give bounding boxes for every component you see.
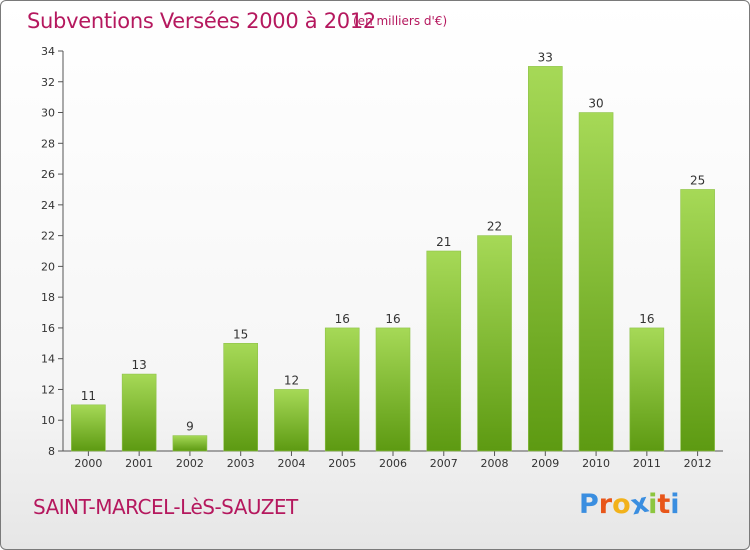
bar-2011	[629, 327, 665, 452]
y-tick-label: 18	[41, 291, 55, 304]
logo-letter: i	[670, 489, 680, 520]
data-label-2002: 9	[186, 420, 194, 434]
y-tick-label: 16	[41, 322, 55, 335]
data-label-2001: 13	[132, 358, 147, 372]
x-tick-label-2003: 2003	[227, 457, 255, 470]
data-label-2009: 33	[538, 50, 553, 64]
y-tick-label: 14	[41, 353, 55, 366]
bar-2012	[680, 189, 715, 452]
x-tick-label-2011: 2011	[633, 457, 661, 470]
y-tick-label: 24	[41, 199, 55, 212]
x-tick-label-2007: 2007	[430, 457, 458, 470]
logo-letter: o	[612, 489, 631, 520]
y-tick-label: 8	[48, 445, 55, 458]
logo-letter: i	[648, 489, 658, 520]
bar-2007	[426, 250, 462, 452]
y-tick-label: 10	[41, 414, 55, 427]
bar-2001	[121, 373, 157, 452]
x-tick-label-2000: 2000	[74, 457, 102, 470]
data-label-2000: 11	[81, 389, 96, 403]
bar-2008	[477, 235, 512, 452]
x-tick-label-2010: 2010	[582, 457, 610, 470]
logo-letter: P	[579, 489, 599, 520]
data-label-2008: 22	[487, 220, 502, 234]
data-label-2011: 16	[639, 312, 654, 326]
y-tick-label: 22	[41, 230, 55, 243]
data-label-2003: 15	[233, 327, 248, 341]
y-tick-label: 28	[41, 137, 55, 150]
data-label-2010: 30	[588, 97, 603, 111]
x-tick-label-2001: 2001	[125, 457, 153, 470]
proxiti-logo[interactable]: Proxiti	[579, 488, 680, 522]
x-tick-label-2008: 2008	[481, 457, 509, 470]
data-label-2006: 16	[385, 312, 400, 326]
x-tick-label-2009: 2009	[531, 457, 559, 470]
data-label-2005: 16	[335, 312, 350, 326]
chart-subtitle: (en milliers d'€)	[353, 14, 448, 28]
bar-2006	[375, 327, 411, 452]
y-tick-label: 12	[41, 383, 55, 396]
x-tick-label-2006: 2006	[379, 457, 407, 470]
bar-2005	[324, 327, 360, 452]
data-label-2012: 25	[690, 173, 705, 187]
x-tick-label-2004: 2004	[277, 457, 305, 470]
y-tick-label: 30	[41, 107, 55, 120]
data-label-2004: 12	[284, 373, 299, 387]
y-tick-label: 34	[41, 45, 55, 58]
chart-title: Subventions Versées 2000 à 2012	[27, 9, 376, 33]
logo-letter: t	[657, 489, 671, 520]
logo-letter: r	[598, 489, 613, 520]
bar-2010	[578, 112, 614, 452]
commune-name: SAINT-MARCEL-LèS-SAUZET	[33, 495, 298, 519]
bar-2000	[71, 404, 106, 452]
bar-2003	[223, 343, 258, 452]
x-tick-label-2012: 2012	[684, 457, 712, 470]
bar-2002	[172, 435, 208, 452]
y-tick-label: 26	[41, 168, 55, 181]
x-tick-label-2002: 2002	[176, 457, 204, 470]
data-label-2007: 21	[436, 235, 451, 249]
x-tick-label-2005: 2005	[328, 457, 356, 470]
bar-2004	[274, 389, 309, 452]
bar-2009	[528, 66, 563, 452]
y-tick-label: 32	[41, 76, 55, 89]
y-tick-label: 20	[41, 260, 55, 273]
